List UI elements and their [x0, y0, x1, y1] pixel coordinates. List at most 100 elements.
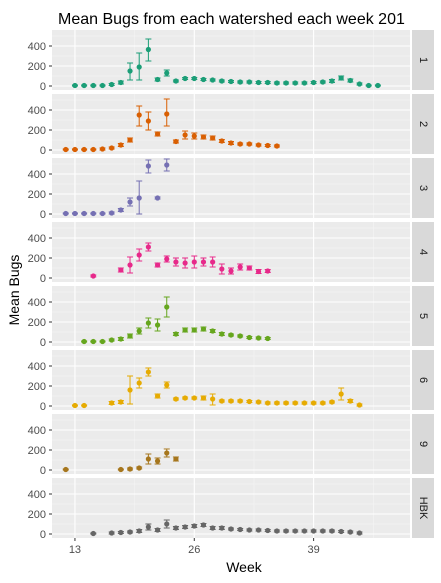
data-point — [164, 450, 170, 456]
y-tick-label: 200 — [28, 445, 46, 457]
panel-background — [52, 158, 410, 218]
data-point — [210, 525, 216, 531]
data-point — [109, 210, 115, 216]
data-point — [99, 82, 106, 89]
data-point — [154, 393, 161, 399]
data-point — [191, 133, 197, 139]
y-tick-label: 0 — [40, 209, 46, 221]
series-points — [62, 158, 170, 217]
data-point — [246, 398, 252, 405]
series-points — [90, 242, 271, 279]
data-point — [274, 143, 280, 149]
data-point — [127, 137, 133, 143]
facet-strip-label: 1 — [417, 57, 429, 63]
data-point — [136, 528, 142, 534]
data-point — [228, 78, 234, 85]
data-point — [164, 521, 170, 527]
data-point — [210, 328, 216, 334]
data-point — [145, 118, 151, 124]
data-point — [219, 266, 225, 272]
data-point — [237, 398, 243, 404]
data-point — [154, 262, 161, 268]
data-point — [164, 70, 170, 76]
data-point — [118, 267, 124, 273]
data-point — [255, 142, 262, 148]
data-point — [164, 162, 170, 168]
data-point — [136, 112, 142, 118]
data-point — [246, 141, 252, 147]
data-point — [109, 400, 115, 406]
data-point — [191, 523, 197, 529]
data-point — [210, 135, 216, 141]
facet-strip-label: 3 — [417, 185, 429, 191]
data-point — [292, 80, 298, 86]
data-point — [329, 78, 335, 84]
data-point — [274, 80, 280, 86]
data-point — [237, 264, 243, 270]
data-point — [90, 273, 96, 279]
data-point — [366, 82, 372, 89]
data-point — [136, 328, 142, 334]
data-point — [127, 333, 133, 339]
data-point — [338, 528, 344, 535]
data-point — [338, 391, 344, 397]
data-point — [63, 146, 69, 153]
data-point — [301, 80, 308, 86]
x-tick-label: 39 — [307, 544, 319, 556]
data-point — [81, 82, 87, 89]
data-point — [109, 337, 115, 343]
y-tick-label: 0 — [40, 337, 46, 349]
data-point — [228, 268, 234, 274]
data-point — [154, 458, 161, 464]
data-point — [118, 79, 124, 86]
data-point — [265, 335, 271, 342]
y-tick-label: 0 — [40, 529, 46, 541]
data-point — [329, 528, 335, 534]
chart-title: Mean Bugs from each watershed each week … — [58, 11, 405, 28]
data-point — [173, 259, 179, 265]
y-tick-label: 0 — [40, 401, 46, 413]
data-point — [145, 456, 151, 462]
facet-strip-label: HBK — [417, 497, 429, 520]
data-point — [164, 382, 170, 388]
data-point — [164, 304, 170, 310]
data-point — [320, 400, 326, 406]
data-point — [173, 331, 179, 337]
data-point — [136, 380, 142, 386]
data-point — [182, 524, 188, 530]
data-point — [127, 262, 133, 268]
data-point — [109, 81, 115, 88]
facet-panels: 0 200 400 1 0 200 400 2 0 200 400 3 0 200 400 4 0 200 400 5… — [28, 30, 434, 541]
data-point — [210, 396, 216, 402]
y-tick-label: 400 — [28, 425, 46, 437]
y-tick-label: 400 — [28, 105, 46, 117]
x-tick-label: 13 — [69, 544, 81, 556]
data-point — [219, 138, 225, 144]
data-point — [145, 524, 151, 530]
y-tick-label: 200 — [28, 509, 46, 521]
data-point — [237, 333, 243, 339]
series-points — [71, 38, 381, 89]
data-point — [356, 530, 363, 536]
data-point — [145, 369, 151, 375]
data-point — [173, 456, 179, 462]
data-point — [173, 396, 179, 402]
data-point — [237, 79, 243, 85]
data-point — [246, 265, 252, 271]
data-point — [99, 338, 106, 345]
panel-background — [52, 414, 410, 474]
data-point — [255, 527, 262, 533]
data-point — [109, 530, 115, 536]
y-tick-label: 200 — [28, 189, 46, 201]
data-point — [375, 82, 381, 89]
data-point — [210, 259, 216, 265]
data-point — [265, 142, 271, 149]
facet-strip — [412, 350, 434, 410]
data-point — [72, 82, 78, 89]
data-point — [228, 332, 234, 338]
data-point — [191, 75, 197, 82]
facet-strip — [412, 158, 434, 218]
data-point — [255, 335, 262, 341]
data-point — [145, 244, 151, 250]
